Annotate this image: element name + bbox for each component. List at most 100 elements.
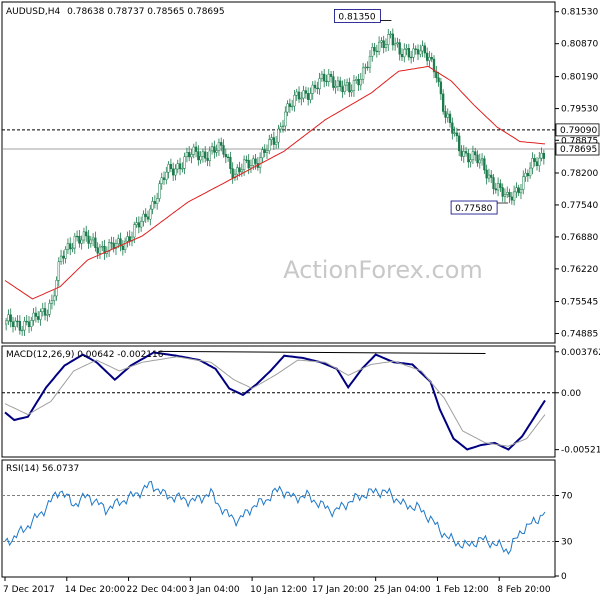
candle-body <box>194 146 198 152</box>
candle <box>7 309 10 325</box>
candle-body <box>508 192 511 198</box>
candle <box>188 146 191 162</box>
candle-body <box>279 126 282 130</box>
candle <box>302 85 305 103</box>
candle-body <box>30 320 33 328</box>
candle-body <box>398 42 401 55</box>
candle-body <box>137 222 141 228</box>
candle-body <box>91 237 95 241</box>
candle-body <box>510 196 513 201</box>
candle <box>126 231 129 248</box>
candle <box>423 42 427 58</box>
candle <box>407 43 411 61</box>
candle-body <box>270 137 273 140</box>
candle-body <box>27 321 31 328</box>
candle-body <box>471 151 475 161</box>
candle-body <box>208 150 211 161</box>
candle <box>18 315 22 335</box>
candle <box>165 166 168 185</box>
candle-body <box>327 73 330 82</box>
candle <box>183 152 186 175</box>
price-panel: 0.81530 0.80870 0.80190 0.79530 0.78875 0.782… <box>2 8 600 340</box>
candle <box>206 152 209 167</box>
candle-body <box>197 151 200 161</box>
candle-body <box>432 58 436 73</box>
candle-body <box>494 188 497 191</box>
candle <box>323 68 326 88</box>
candle-body <box>185 152 189 157</box>
candle <box>295 88 298 101</box>
candle <box>46 309 49 322</box>
candle-body <box>512 191 516 201</box>
candle-body <box>355 79 358 81</box>
candle-body <box>483 158 486 171</box>
candle-body <box>329 73 333 77</box>
candle <box>343 79 346 95</box>
candle <box>533 154 536 167</box>
candle <box>352 75 356 97</box>
candle <box>524 168 527 182</box>
candle <box>528 162 532 179</box>
candle <box>123 237 127 254</box>
candle-body <box>183 156 186 169</box>
candle <box>258 152 262 174</box>
candle <box>462 145 465 163</box>
candle <box>25 315 28 326</box>
candle-body <box>215 150 218 153</box>
candle-body <box>538 157 541 166</box>
macd-panel: 0.003762 0.00 -0.005216 <box>2 348 600 456</box>
candle <box>334 80 337 94</box>
candle-body <box>311 84 314 94</box>
candle <box>162 171 166 185</box>
candle-body <box>50 300 54 304</box>
candle <box>231 162 234 184</box>
candle <box>169 158 173 173</box>
candle <box>238 161 241 177</box>
candle-body <box>405 47 408 50</box>
candle <box>14 317 17 331</box>
candle <box>510 191 513 205</box>
candle-body <box>291 105 294 108</box>
candle-body <box>377 41 381 52</box>
candle <box>158 180 161 202</box>
candle-body <box>199 156 202 161</box>
candle-body <box>332 76 335 88</box>
candle-body <box>528 167 532 177</box>
candle <box>391 28 394 51</box>
candle <box>224 148 227 164</box>
candle <box>98 243 102 259</box>
candle-body <box>412 48 415 58</box>
candle <box>11 316 15 333</box>
candle <box>201 148 205 163</box>
candle-body <box>220 142 223 146</box>
candle <box>245 155 248 164</box>
annotation-box <box>334 9 381 23</box>
candle-body <box>409 56 413 59</box>
candle-body <box>517 187 520 194</box>
candle-body <box>103 245 106 254</box>
candle <box>428 51 431 67</box>
candle <box>199 151 202 164</box>
candle <box>396 37 399 48</box>
candle <box>197 145 200 166</box>
candle <box>318 72 321 95</box>
candle <box>400 48 404 62</box>
candle-body <box>407 47 411 58</box>
candle-body <box>300 97 303 100</box>
candle <box>288 98 292 113</box>
candle <box>146 210 150 223</box>
candle-body <box>272 137 276 145</box>
candle-body <box>59 255 63 263</box>
candle-body <box>393 43 397 46</box>
candle-body <box>123 240 127 250</box>
candle <box>409 50 413 64</box>
candle <box>272 131 276 150</box>
candle <box>85 225 88 242</box>
candle-body <box>371 47 374 57</box>
candle-body <box>295 91 298 96</box>
candle-body <box>286 103 289 113</box>
candle-body <box>231 168 234 179</box>
candle <box>480 153 484 166</box>
